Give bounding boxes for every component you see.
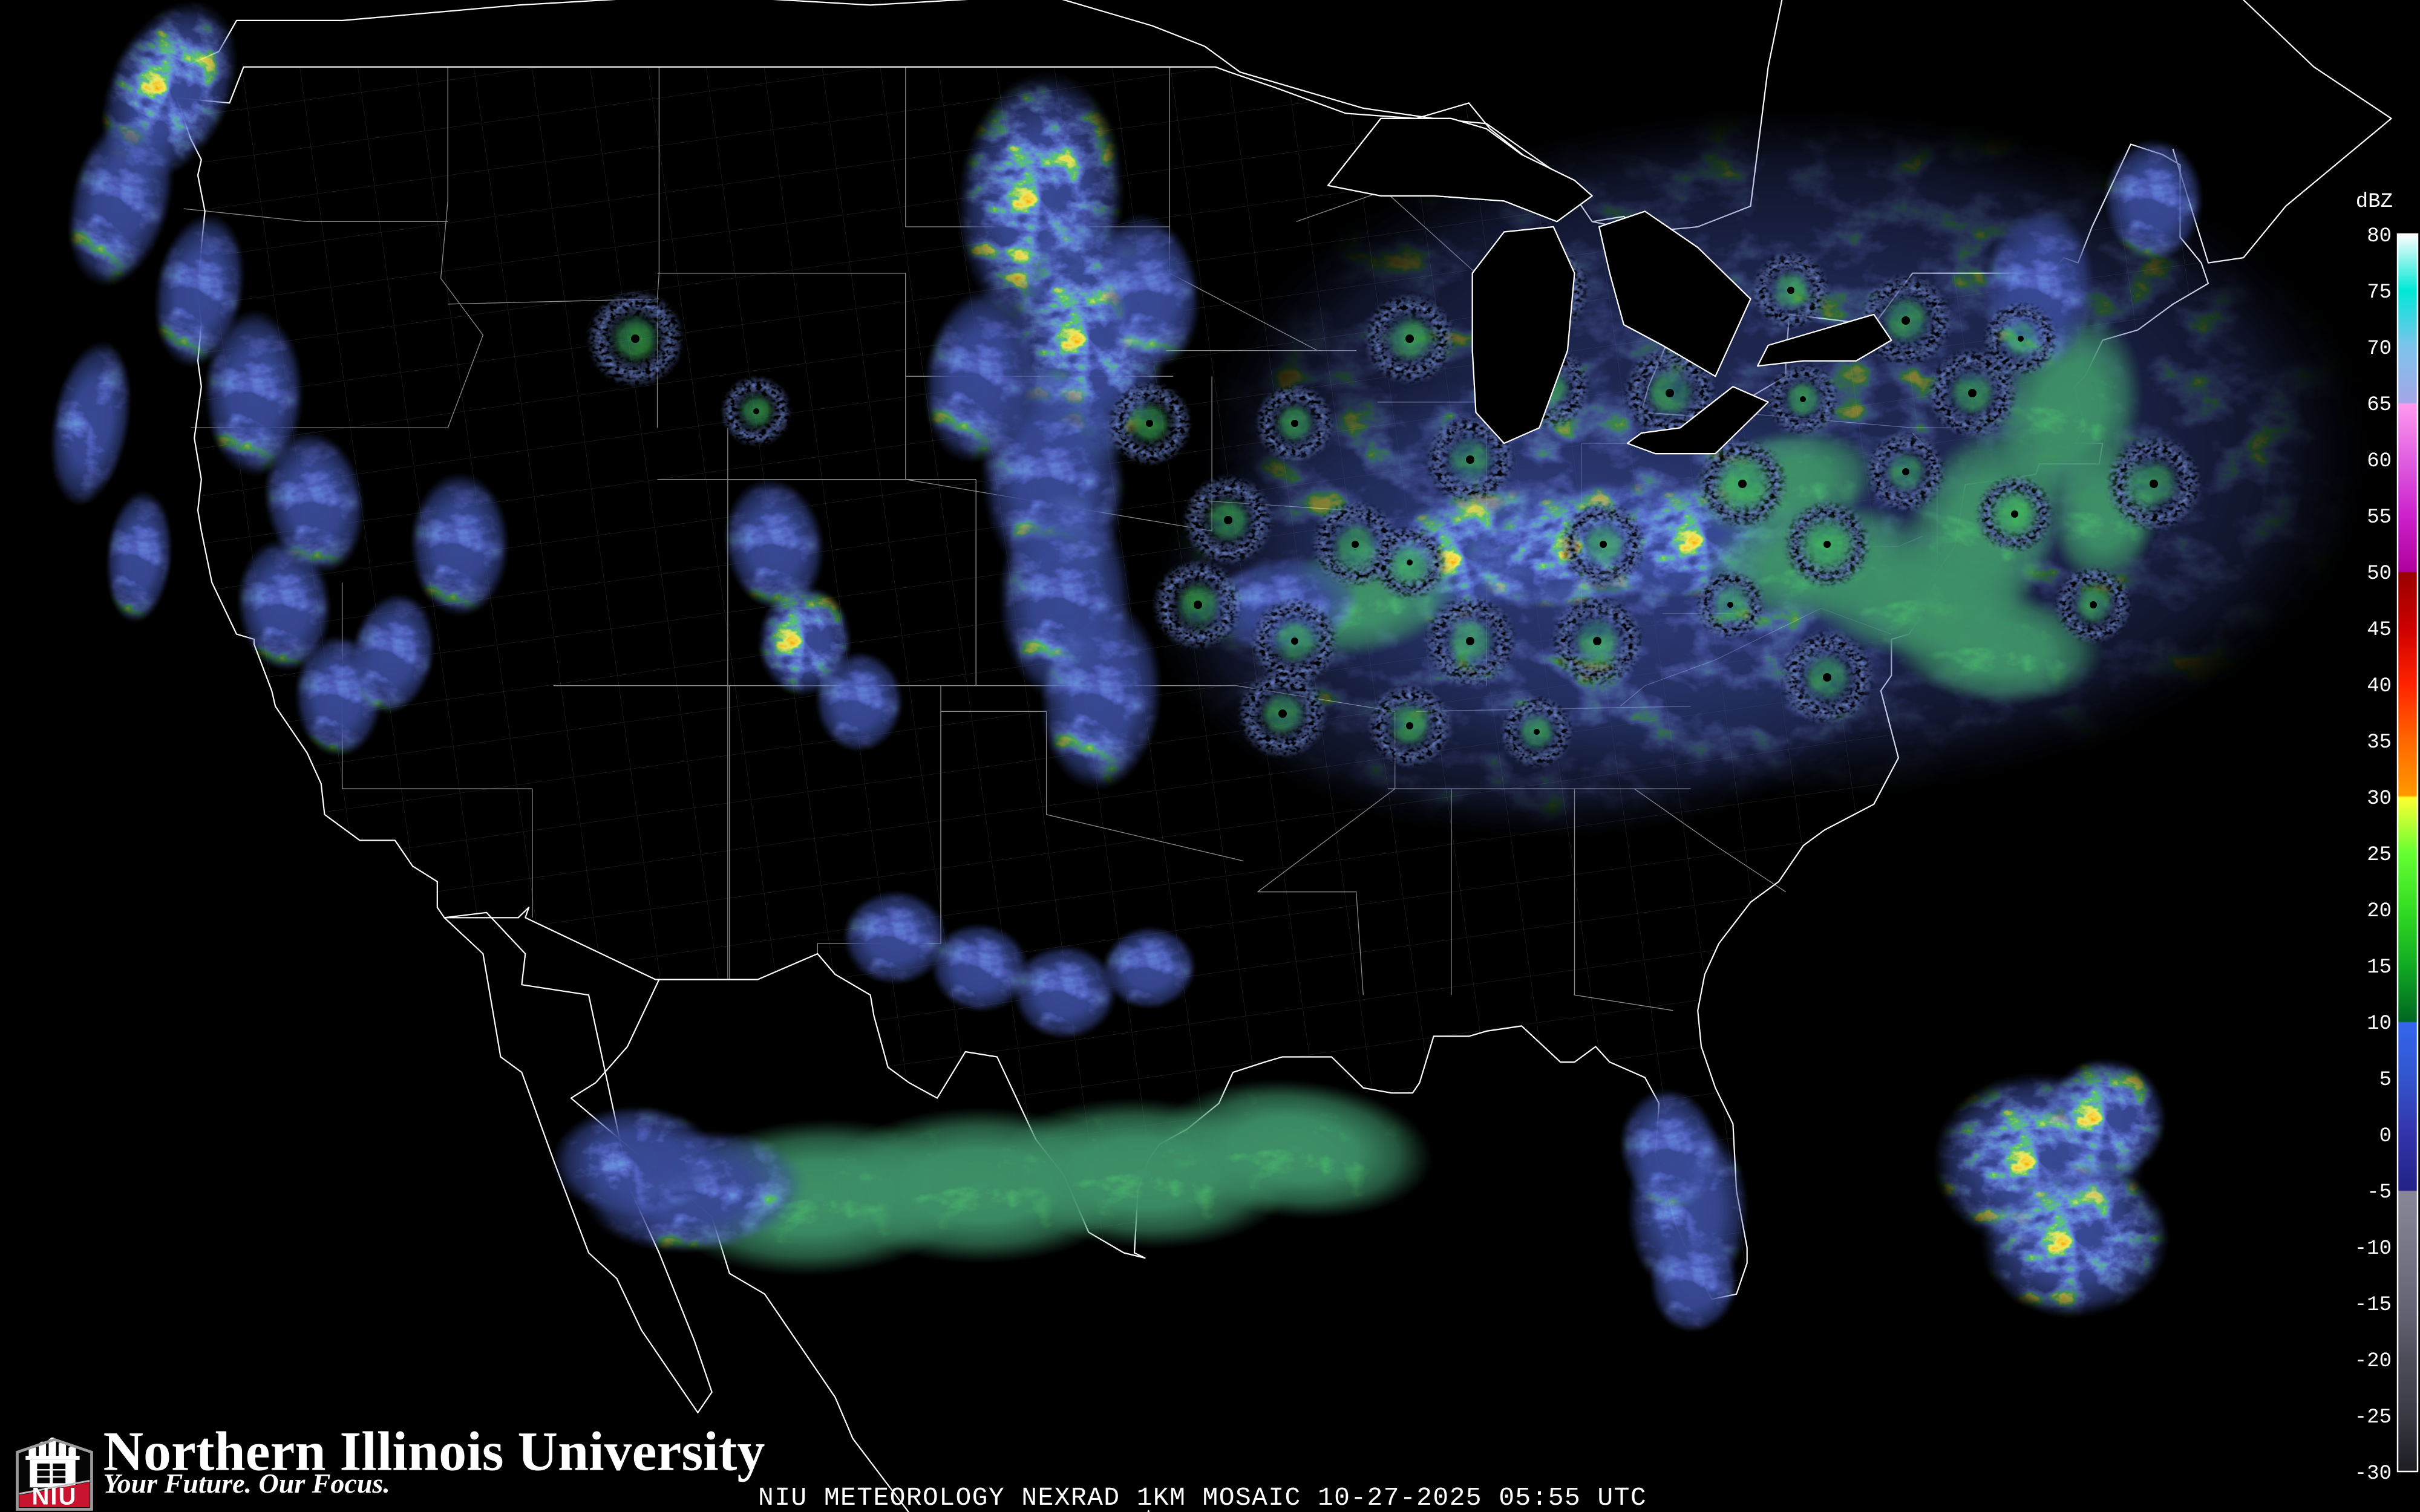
svg-text:NIU METEOROLOGY NEXRAD 1KM MOS: NIU METEOROLOGY NEXRAD 1KM MOSAIC 10-27-… <box>758 1483 1647 1512</box>
